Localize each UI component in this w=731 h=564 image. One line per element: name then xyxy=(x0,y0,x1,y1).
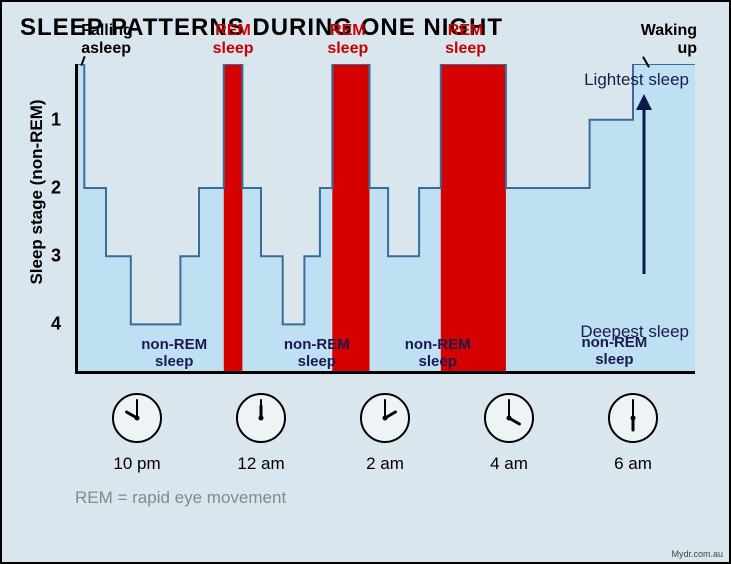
credit-text: Mydr.com.au xyxy=(671,549,723,559)
clock-item: 4 am xyxy=(483,392,535,474)
clock-icon xyxy=(483,392,535,444)
clock-icon xyxy=(607,392,659,444)
clock-label: 6 am xyxy=(614,454,652,474)
label-waking-up: Wakingup xyxy=(641,22,697,59)
glossary-text: REM = rapid eye movement xyxy=(75,488,711,508)
label-rem-sleep: REMsleep xyxy=(445,22,486,59)
clock-icon xyxy=(235,392,287,444)
label-rem-sleep: REMsleep xyxy=(213,22,254,59)
clock-label: 2 am xyxy=(366,454,404,474)
clock-label: 12 am xyxy=(237,454,284,474)
clock-label: 10 pm xyxy=(113,454,160,474)
clocks-row: 10 pm 12 am 2 am 4 am 6 am xyxy=(75,392,695,474)
y-axis-line xyxy=(75,64,78,374)
chart-area: Sleep stage (non-REM) Fallingasleep Waki… xyxy=(75,64,695,374)
clock-item: 6 am xyxy=(607,392,659,474)
clock-icon xyxy=(111,392,163,444)
label-falling-asleep: Fallingasleep xyxy=(81,22,133,59)
label-lightest: Lightest sleep xyxy=(584,70,689,90)
depth-arrow-icon xyxy=(633,94,655,274)
clock-label: 4 am xyxy=(490,454,528,474)
plot-surface: Lightest sleep Deepest sleep non-REMslee… xyxy=(75,64,695,374)
y-tick: 3 xyxy=(51,246,61,267)
label-non-rem: non-REMsleep xyxy=(284,337,350,370)
label-non-rem: non-REMsleep xyxy=(405,337,471,370)
y-tick: 1 xyxy=(51,109,61,130)
y-tick: 2 xyxy=(51,178,61,199)
clock-icon xyxy=(359,392,411,444)
y-tick: 4 xyxy=(51,314,61,335)
x-axis-line xyxy=(75,371,695,374)
label-non-rem: non-REMsleep xyxy=(141,337,207,370)
clock-item: 10 pm xyxy=(111,392,163,474)
label-rem-sleep: REMsleep xyxy=(327,22,368,59)
clock-item: 12 am xyxy=(235,392,287,474)
clock-item: 2 am xyxy=(359,392,411,474)
label-non-rem: non-REM sleep xyxy=(574,335,655,368)
y-axis-title: Sleep stage (non-REM) xyxy=(27,99,47,284)
chart-frame: SLEEP PATTERNS DURING ONE NIGHT Sleep st… xyxy=(0,0,731,564)
